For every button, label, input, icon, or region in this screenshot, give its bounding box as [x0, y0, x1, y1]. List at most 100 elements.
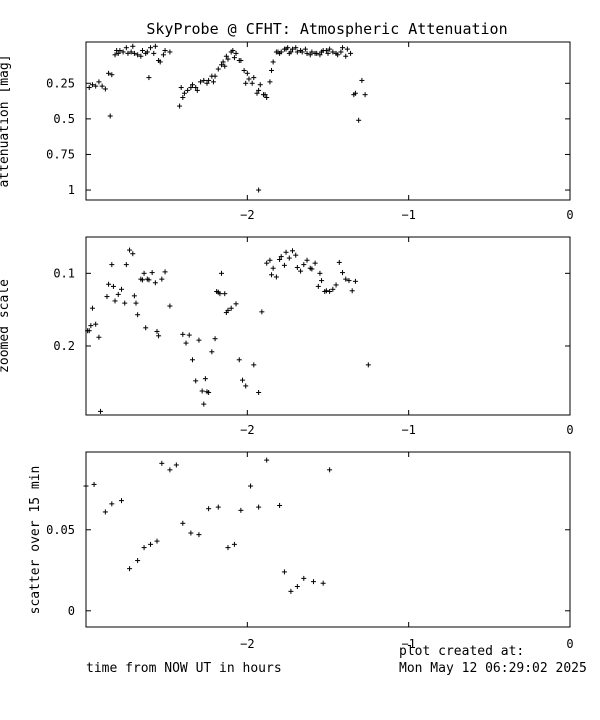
- attenuation-point: [210, 79, 216, 85]
- y-tick-label: 1: [68, 183, 75, 197]
- attenuation-point: [352, 90, 358, 96]
- scatter-point: [294, 583, 300, 589]
- attenuation-point: [323, 48, 329, 54]
- attenuation-point: [148, 45, 154, 51]
- zoomed-point: [206, 389, 212, 395]
- zoomed-point: [301, 262, 307, 268]
- zoomed-point: [283, 249, 289, 255]
- zoomed-point: [281, 262, 287, 268]
- scatter-point: [188, 530, 194, 536]
- attenuation-point: [138, 53, 144, 59]
- created-timestamp: Mon May 12 06:29:02 2025: [399, 661, 587, 676]
- zoomed-point: [298, 268, 304, 274]
- zoomed-point: [336, 259, 342, 265]
- attenuation-point: [309, 49, 315, 55]
- zoomed-point: [189, 357, 195, 363]
- scatter-point: [154, 538, 160, 544]
- x-tick-label: −1: [401, 637, 415, 651]
- attenuation-point: [238, 58, 244, 64]
- zoomed-point: [104, 294, 110, 300]
- zoomed-point: [343, 276, 349, 282]
- zoomed-point: [141, 270, 147, 276]
- attenuation-point: [267, 79, 273, 85]
- attenuation-point: [193, 85, 199, 91]
- zoomed-panel: −2 −1 0 0.1 0.2 zoomed scale: [0, 236, 574, 437]
- attenuation-point: [135, 52, 141, 58]
- zoomed-point: [217, 291, 223, 297]
- attenuation-axis-ticks: −2 −1 0 0.25 0.5 0.75 1: [46, 42, 574, 222]
- zoomed-point: [209, 349, 215, 355]
- zoomed-point: [251, 362, 257, 368]
- zoomed-point: [112, 298, 118, 304]
- attenuation-point: [348, 50, 354, 56]
- zoomed-point: [365, 362, 371, 368]
- attenuation-point: [212, 73, 218, 79]
- zoomed-point: [202, 376, 208, 382]
- scatter-point: [118, 498, 124, 504]
- zoomed-point: [146, 277, 152, 283]
- zoomed-point: [317, 270, 323, 276]
- zoomed-point: [277, 257, 283, 263]
- attenuation-point: [225, 56, 231, 62]
- scatter-point: [127, 566, 133, 572]
- zoomed-point: [273, 274, 279, 280]
- zoomed-point: [201, 401, 207, 407]
- scatter-point: [148, 541, 154, 547]
- attenuation-point: [335, 52, 341, 58]
- attenuation-point: [146, 75, 152, 81]
- zoomed-point: [183, 340, 189, 346]
- zoomed-point: [88, 323, 94, 329]
- y-tick-label: 0: [68, 604, 75, 618]
- scatter-point: [281, 569, 287, 575]
- zoomed-point: [340, 270, 346, 276]
- attenuation-point: [257, 82, 263, 88]
- attenuation-point: [185, 87, 191, 93]
- zoomed-point: [236, 357, 242, 363]
- zoomed-point: [110, 283, 116, 289]
- attenuation-point: [256, 187, 262, 193]
- attenuation-point: [204, 80, 210, 86]
- zoomed-point: [193, 378, 199, 384]
- zoomed-point: [293, 252, 299, 258]
- scatter-point: [102, 509, 108, 515]
- attenuation-points: [86, 43, 368, 193]
- attenuation-point: [102, 86, 108, 92]
- attenuation-point: [327, 46, 333, 52]
- attenuation-point: [131, 50, 137, 56]
- zoomed-point: [349, 288, 355, 294]
- scatter-ylabel: scatter over 15 min: [28, 466, 43, 615]
- attenuation-point: [125, 50, 131, 56]
- attenuation-point: [285, 45, 291, 51]
- scatter-point: [310, 579, 316, 585]
- created-label: plot created at:: [399, 644, 524, 659]
- attenuation-point: [251, 75, 257, 81]
- chart-title: SkyProbe @ CFHT: Atmospheric Attenuation: [146, 20, 507, 38]
- zoomed-point: [239, 377, 245, 383]
- attenuation-point: [117, 48, 123, 54]
- scatter-point: [206, 506, 212, 512]
- attenuation-point: [338, 49, 344, 55]
- zoomed-point: [286, 255, 292, 261]
- zoomed-point: [233, 301, 239, 307]
- zoomed-point: [159, 276, 165, 282]
- zoomed-point: [122, 300, 128, 306]
- zoomed-point: [123, 262, 129, 268]
- attenuation-point: [264, 95, 270, 101]
- attenuation-point: [304, 50, 310, 56]
- attenuation-point: [344, 46, 350, 52]
- zoomed-point: [89, 305, 95, 311]
- attenuation-point: [288, 49, 294, 55]
- attenuation-point: [262, 92, 268, 98]
- zoomed-point: [86, 328, 92, 334]
- zoomed-point: [135, 312, 141, 318]
- zoomed-point: [199, 388, 205, 394]
- y-tick-label: 0.1: [53, 266, 75, 280]
- scatter-point: [196, 532, 202, 538]
- zoomed-point: [323, 288, 329, 294]
- zoomed-ylabel: zoomed scale: [0, 279, 12, 373]
- attenuation-point: [86, 85, 92, 91]
- attenuation-point: [188, 85, 194, 91]
- zoomed-point: [139, 277, 145, 283]
- zoomed-point: [346, 278, 352, 284]
- attenuation-plot-frame: [85, 41, 571, 201]
